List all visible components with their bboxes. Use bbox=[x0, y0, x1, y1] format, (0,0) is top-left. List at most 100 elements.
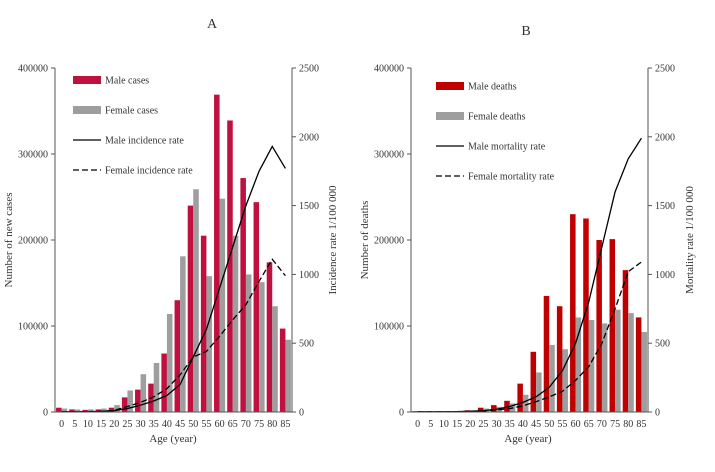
panel-b-x-tick-label: 10 bbox=[439, 419, 449, 430]
panel-a-bar-female-cases-10 bbox=[87, 409, 94, 412]
panel-a-bar-female-cases-50 bbox=[193, 189, 199, 412]
panel-a-bar-female-cases-70 bbox=[245, 274, 252, 412]
panel-b-x-tick-label: 85 bbox=[636, 419, 646, 430]
panel-a-x-tick-label: 10 bbox=[83, 419, 93, 430]
panel-a-bar-female-cases-30 bbox=[140, 374, 147, 412]
panel-b-y2-tick-label: 1500 bbox=[655, 201, 675, 212]
panel-b-y2-tick-label: 0 bbox=[655, 408, 660, 419]
panel-a-bar-female-cases-0 bbox=[61, 408, 68, 412]
panel-a-bar-male-cases-5 bbox=[69, 409, 75, 412]
panel-a-label: A bbox=[207, 17, 218, 32]
panel-a-bar-female-cases-15 bbox=[101, 408, 107, 412]
panel-b-bar-male-deaths-35 bbox=[504, 400, 510, 412]
panel-a-x-tick-label: 15 bbox=[96, 419, 106, 430]
panel-b-legend-label-female-deaths: Female deaths bbox=[468, 112, 526, 123]
panel-b-x-tick-label: 0 bbox=[415, 419, 420, 430]
panel-a-bar-male-cases-30 bbox=[135, 389, 141, 412]
panel-b-y-tick-label: 200000 bbox=[374, 236, 404, 247]
panel-a-bar-female-cases-65 bbox=[232, 235, 239, 412]
panel-a-x-tick-label: 65 bbox=[228, 419, 238, 430]
panel-b-bar-male-deaths-60 bbox=[570, 214, 576, 412]
panel-a-lines bbox=[61, 145, 286, 413]
panel-b-y2-tick-label: 2000 bbox=[655, 132, 675, 143]
panel-b-bar-female-deaths-60 bbox=[575, 317, 582, 412]
panel-b-y2-title: Mortality rate 1/100 000 bbox=[684, 186, 696, 294]
panel-a-x-tick-label: 35 bbox=[149, 419, 159, 430]
panel-a-y2-tick-label: 0 bbox=[299, 408, 304, 419]
panel-a-bar-female-cases-5 bbox=[74, 409, 81, 412]
panel-a-y2-tick-label: 2000 bbox=[299, 132, 319, 143]
panel-a-x-tick-label: 0 bbox=[59, 419, 64, 430]
panel-a-legend-label-female-cases: Female cases bbox=[105, 106, 158, 117]
panel-a-x-title: Age (year) bbox=[149, 433, 197, 445]
panel-a-y2-tick-label: 2500 bbox=[299, 64, 319, 75]
panel-b-bar-female-deaths-40 bbox=[522, 394, 529, 412]
panel-a-bar-female-cases-80 bbox=[272, 306, 278, 412]
panel-b-y-tick-label: 0 bbox=[399, 408, 404, 419]
panel-a-legend-label-male-cases: Male cases bbox=[105, 76, 149, 87]
panel-a-x-tick-label: 45 bbox=[175, 419, 185, 430]
panel-a-x-tick-label: 55 bbox=[201, 419, 211, 430]
panel-b-bar-female-deaths-80 bbox=[628, 313, 634, 412]
panel-b-legend-label-female-mortality-rate: Female mortality rate bbox=[468, 172, 555, 183]
panel-b-x-tick-label: 30 bbox=[492, 419, 502, 430]
panel-a-bar-male-cases-60 bbox=[214, 94, 220, 412]
panel-b-x-tick-label: 70 bbox=[597, 419, 607, 430]
panel-b-bar-female-deaths-75 bbox=[615, 309, 621, 412]
panel-a-bar-male-cases-25 bbox=[121, 397, 128, 412]
panel-a-bar-female-cases-35 bbox=[153, 362, 160, 412]
panel-a-x-tick-label: 80 bbox=[267, 419, 277, 430]
panel-a-x-tick-label: 25 bbox=[122, 419, 132, 430]
panel-a-bar-male-cases-55 bbox=[200, 235, 207, 412]
panel-a-bar-male-cases-85 bbox=[279, 328, 286, 412]
panel-b-y-tick-label: 100000 bbox=[374, 322, 404, 333]
panel-a-y-tick-label: 100000 bbox=[18, 322, 48, 333]
panel-a-bar-female-cases-60 bbox=[219, 198, 226, 412]
panel-b-x-tick-label: 60 bbox=[571, 419, 581, 430]
panel-b-y2-tick-label: 1000 bbox=[655, 270, 675, 281]
panel-a-x-tick-label: 40 bbox=[162, 419, 172, 430]
panel-b-x-tick-label: 65 bbox=[584, 419, 594, 430]
panel-b-x-title: Age (year) bbox=[504, 433, 552, 445]
panel-b-y-tick-label: 300000 bbox=[374, 150, 404, 161]
panel-a-x-tick-label: 60 bbox=[215, 419, 225, 430]
panel-b-bar-male-deaths-85 bbox=[635, 317, 642, 412]
panel-a-y2-tick-label: 500 bbox=[299, 339, 314, 350]
panel-a-legend-swatch-female-cases bbox=[73, 106, 101, 114]
panel-b-label: B bbox=[521, 24, 530, 39]
panel-a-bar-female-cases-75 bbox=[259, 282, 265, 412]
panel-a-legend-swatch-male-cases bbox=[73, 76, 101, 84]
panel-b-legend-swatch-female-deaths bbox=[436, 112, 464, 120]
panel-b: B 01000002000003000004000000500100015002… bbox=[359, 24, 696, 445]
panel-b-x-tick-label: 40 bbox=[518, 419, 528, 430]
panel-b-bar-male-deaths-40 bbox=[517, 383, 523, 412]
panel-b-bar-female-deaths-45 bbox=[536, 372, 542, 412]
panel-a-bar-female-cases-20 bbox=[114, 405, 120, 412]
panel-a-legend: Male cases Female cases Male incidence rat… bbox=[73, 76, 193, 177]
panel-a-x-tick-label: 75 bbox=[254, 419, 264, 430]
panel-b-bar-male-deaths-25 bbox=[477, 407, 484, 412]
panel-a-bar-male-cases-75 bbox=[253, 202, 260, 412]
panel-b-bar-female-deaths-65 bbox=[588, 319, 595, 412]
panel-a-x-tick-label: 70 bbox=[241, 419, 251, 430]
panel-b-x-tick-label: 50 bbox=[544, 419, 554, 430]
panel-a-bar-female-cases-40 bbox=[166, 313, 173, 412]
panel-b-x-tick-label: 20 bbox=[465, 419, 475, 430]
panel-b-y2-tick-label: 500 bbox=[655, 339, 670, 350]
panel-b-legend-swatch-male-deaths bbox=[436, 82, 464, 90]
panel-b-x-tick-label: 80 bbox=[623, 419, 633, 430]
panel-a-y-tick-label: 300000 bbox=[18, 150, 48, 161]
panel-b-x-tick-label: 45 bbox=[531, 419, 541, 430]
panel-b-bar-male-deaths-70 bbox=[596, 240, 602, 412]
panel-b-x-tick-label: 35 bbox=[505, 419, 515, 430]
panel-a-bar-male-cases-15 bbox=[95, 409, 102, 412]
panel-b-x-tick-label: 15 bbox=[452, 419, 462, 430]
panel-a-legend-label-female-incidence-rate: Female incidence rate bbox=[105, 166, 193, 177]
panel-b-x-tick-label: 5 bbox=[428, 419, 433, 430]
panel-b-bar-male-deaths-65 bbox=[583, 218, 589, 412]
panel-a-bar-male-cases-45 bbox=[174, 300, 181, 412]
panel-a: A 01000002000003000004000000500100015002… bbox=[3, 17, 339, 445]
panel-b-x-tick-label: 25 bbox=[478, 419, 488, 430]
panel-a-y2-tick-label: 1000 bbox=[299, 270, 319, 281]
